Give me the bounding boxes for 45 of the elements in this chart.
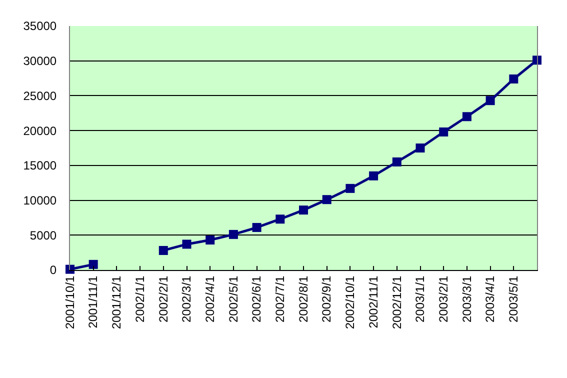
y-tick-label: 5000 bbox=[30, 228, 57, 242]
point bbox=[276, 214, 285, 224]
x-tick-label: 2002/12/1 bbox=[390, 275, 404, 330]
x-tick-label: 2002/10/1 bbox=[343, 275, 358, 330]
point bbox=[158, 246, 168, 255]
x-tick-label: 2002/2/1 bbox=[156, 275, 170, 323]
y-tick-label: 35000 bbox=[23, 19, 57, 34]
y-tick-label: 10000 bbox=[23, 193, 57, 208]
x-tick-label: 2003/3/1 bbox=[460, 275, 474, 323]
point bbox=[322, 195, 332, 204]
point bbox=[509, 74, 518, 84]
x-tick-label: 2002/7/1 bbox=[273, 275, 288, 323]
x-tick-label: 2002/8/1 bbox=[296, 275, 310, 323]
x-tick-label: 2001/12/1 bbox=[110, 275, 124, 330]
x-tick-label: 2002/1/1 bbox=[132, 275, 147, 323]
x-tick-label: 2003/5/1 bbox=[506, 275, 521, 323]
x-tick-label: 2002/4/1 bbox=[203, 275, 217, 323]
point bbox=[486, 96, 495, 106]
point bbox=[252, 222, 262, 232]
y-tick-label: 25000 bbox=[23, 88, 57, 103]
point bbox=[299, 206, 308, 215]
point bbox=[392, 157, 402, 166]
x-tick-label: 2002/3/1 bbox=[180, 275, 194, 323]
point bbox=[439, 127, 448, 136]
point bbox=[88, 260, 98, 269]
point bbox=[206, 236, 215, 245]
point bbox=[182, 240, 192, 249]
point bbox=[346, 184, 355, 193]
x-tick-label: 2002/11/1 bbox=[366, 275, 380, 328]
y-tick-label: 15000 bbox=[23, 158, 57, 173]
y-tick-label: 0 bbox=[50, 263, 57, 278]
x-tick-label: 2003/1/1 bbox=[413, 275, 428, 323]
x-tick-label: 2003/2/1 bbox=[436, 275, 450, 323]
point bbox=[228, 230, 238, 239]
y-tick-label: 30000 bbox=[23, 54, 57, 68]
x-tick-label: 2003/4/1 bbox=[483, 275, 498, 323]
x-tick-label: 2002/5/1 bbox=[226, 275, 240, 323]
x-tick-label: 2001/10/1 bbox=[62, 275, 77, 330]
x-tick-label: 2001/11/1 bbox=[86, 275, 100, 328]
y-tick-label: 20000 bbox=[23, 124, 57, 138]
point bbox=[369, 171, 378, 180]
x-tick-label: 2002/9/1 bbox=[320, 275, 334, 323]
point bbox=[416, 144, 425, 152]
x-tick-label: 2002/6/1 bbox=[250, 275, 264, 323]
point bbox=[462, 112, 472, 122]
